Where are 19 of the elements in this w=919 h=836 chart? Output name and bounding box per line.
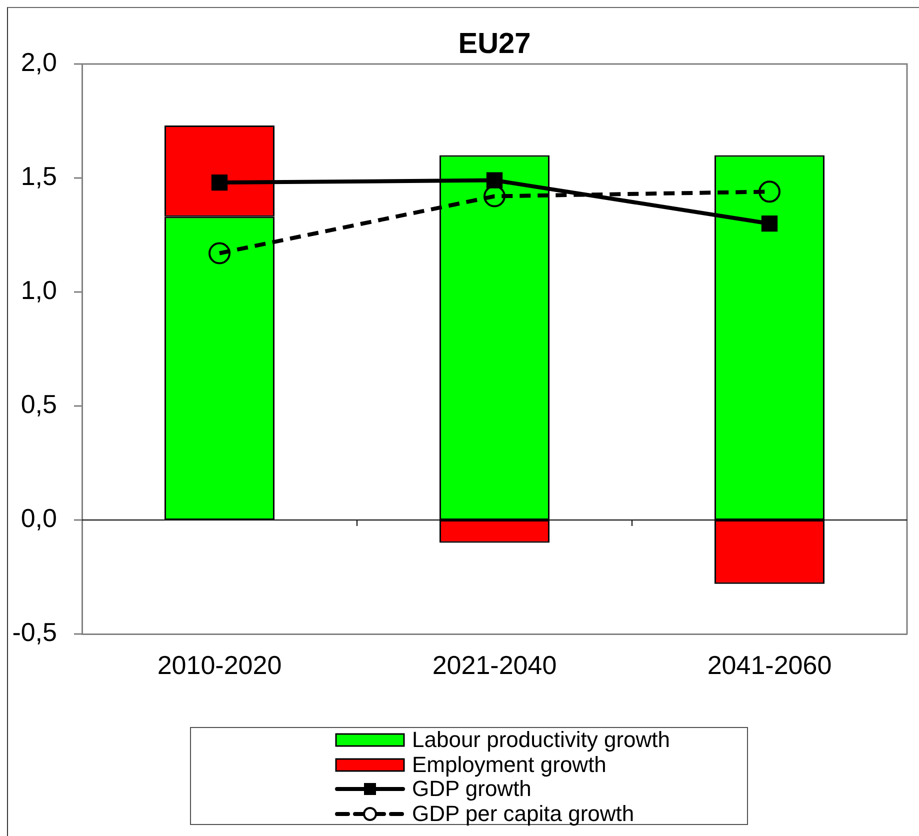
legend-label: Labour productivity growth (412, 727, 670, 752)
y-tick-label: 2,0 (20, 47, 57, 78)
legend-label: GDP growth (412, 776, 532, 802)
legend-label: Employment growth (412, 752, 606, 777)
point (486, 172, 503, 188)
legend-label: GDP per capita growth (412, 800, 634, 826)
point (761, 216, 778, 232)
point (758, 180, 780, 203)
x-tick-label: 2041-2060 (707, 650, 832, 680)
y-tick-label: -0,5 (12, 617, 57, 648)
x-tick-label: 2010-2020 (157, 650, 282, 680)
point (208, 242, 230, 264)
x-tick-label: 2021-2040 (432, 650, 557, 680)
y-tick-label: 0,0 (20, 503, 57, 534)
point (211, 174, 228, 191)
y-tick-label: 1,0 (20, 275, 57, 306)
y-tick-label: 0,5 (20, 389, 57, 420)
chart-title: EU27 (458, 28, 531, 60)
y-tick-label: 1,5 (20, 161, 57, 192)
